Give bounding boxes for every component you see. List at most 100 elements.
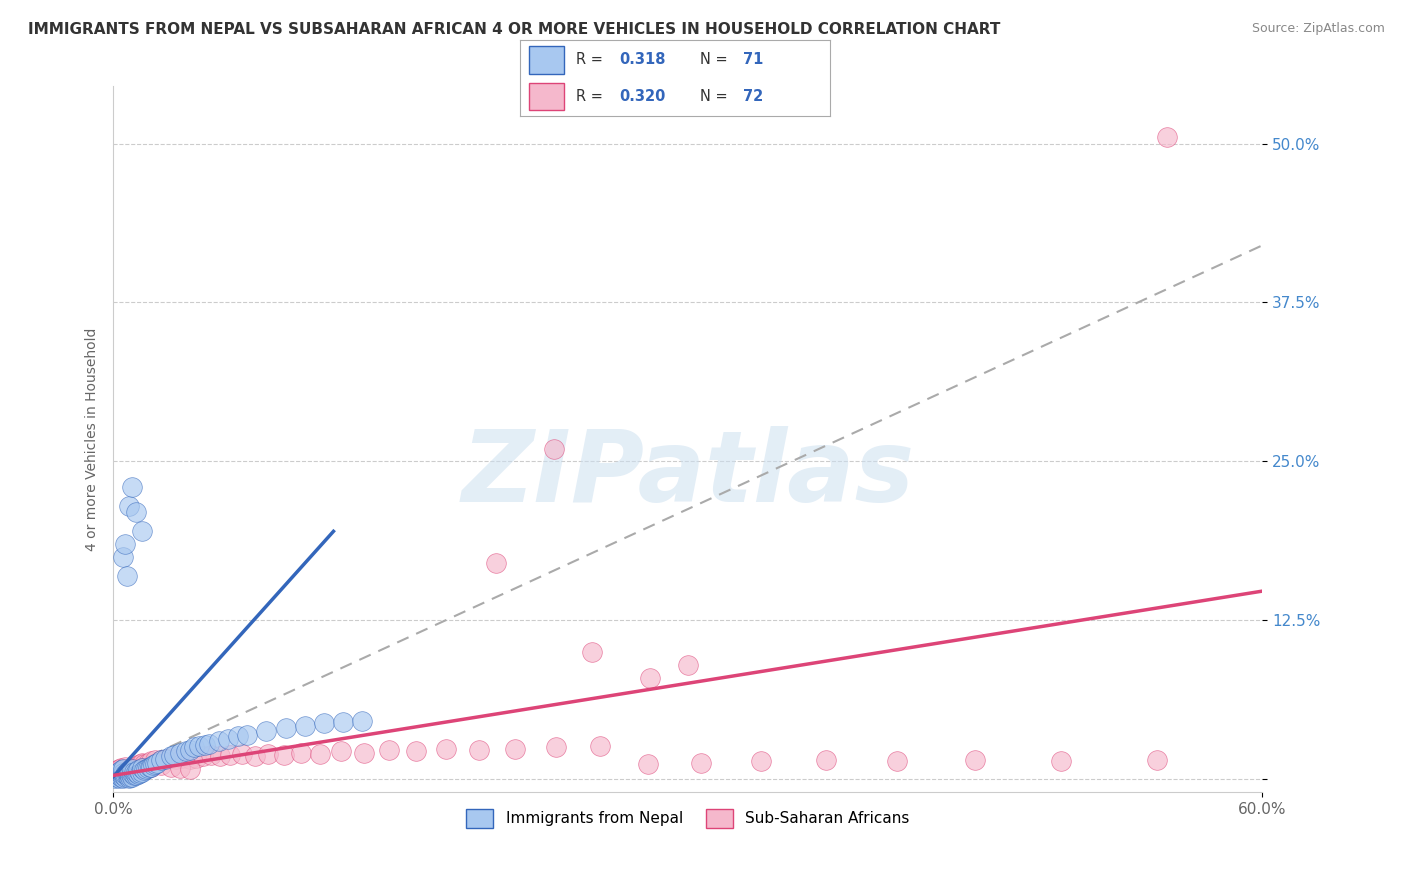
Y-axis label: 4 or more Vehicles in Household: 4 or more Vehicles in Household <box>86 327 100 551</box>
Point <box>114 767 136 781</box>
Point <box>132 764 155 778</box>
Point <box>159 750 181 764</box>
Point <box>117 771 139 785</box>
Point <box>207 734 229 748</box>
Point <box>352 714 374 728</box>
Point <box>127 764 149 778</box>
Point <box>146 756 169 770</box>
Point <box>110 770 132 784</box>
Point <box>121 765 143 780</box>
Point <box>120 765 142 780</box>
Point <box>184 750 207 764</box>
Point <box>132 756 155 771</box>
Point <box>104 768 127 782</box>
Point <box>115 764 138 779</box>
Point <box>156 752 179 766</box>
Point <box>690 756 713 770</box>
Point <box>330 744 353 758</box>
Text: IMMIGRANTS FROM NEPAL VS SUBSAHARAN AFRICAN 4 OR MORE VEHICLES IN HOUSEHOLD CORR: IMMIGRANTS FROM NEPAL VS SUBSAHARAN AFRI… <box>28 22 1001 37</box>
Point <box>290 746 312 760</box>
Point <box>143 756 166 771</box>
Point <box>294 719 316 733</box>
Point <box>159 759 181 773</box>
Point <box>179 762 201 776</box>
Point <box>219 748 242 763</box>
Point <box>131 761 153 775</box>
Point <box>110 761 132 775</box>
Point <box>105 770 128 784</box>
Point <box>353 746 375 760</box>
Point <box>231 747 253 761</box>
Point <box>108 771 131 785</box>
Legend: Immigrants from Nepal, Sub-Saharan Africans: Immigrants from Nepal, Sub-Saharan Afric… <box>460 803 915 834</box>
Point <box>120 764 142 778</box>
Point <box>236 728 259 742</box>
Point <box>1050 755 1073 769</box>
Point <box>312 716 335 731</box>
Point <box>111 762 134 776</box>
Point <box>378 743 401 757</box>
Point <box>115 765 138 780</box>
Point <box>121 762 143 776</box>
Point <box>172 750 194 764</box>
Point <box>274 722 297 736</box>
Point <box>117 499 139 513</box>
Point <box>637 756 659 771</box>
Point <box>136 761 159 775</box>
Point <box>105 765 128 780</box>
Point <box>114 759 136 773</box>
Point <box>749 755 772 769</box>
Point <box>117 767 139 781</box>
Point <box>127 767 149 781</box>
Point <box>485 556 508 570</box>
Text: N =: N = <box>700 88 727 103</box>
Point <box>254 723 277 738</box>
Point <box>243 749 266 764</box>
Point <box>193 749 215 764</box>
Point <box>110 767 132 781</box>
Point <box>114 767 136 781</box>
Point <box>141 759 163 773</box>
Text: R =: R = <box>576 53 603 68</box>
Point <box>122 761 145 775</box>
Point <box>332 714 354 729</box>
Point <box>1156 130 1178 145</box>
Point <box>150 753 173 767</box>
Point <box>209 749 232 764</box>
Point <box>142 758 165 772</box>
Point <box>965 753 987 767</box>
Point <box>120 770 142 784</box>
Point <box>125 764 148 779</box>
Point <box>179 752 201 766</box>
Point <box>114 770 136 784</box>
Point <box>108 768 131 782</box>
Point <box>589 739 612 754</box>
Point <box>886 755 908 769</box>
Point <box>125 759 148 773</box>
Point <box>125 768 148 782</box>
Point <box>121 762 143 776</box>
Point <box>108 762 131 776</box>
Point <box>217 731 239 746</box>
Point <box>111 768 134 782</box>
Point <box>405 744 427 758</box>
Point <box>131 524 153 539</box>
Point <box>505 741 527 756</box>
Point <box>814 753 837 767</box>
Text: ZIPatlas: ZIPatlas <box>461 426 914 523</box>
Point <box>150 758 173 772</box>
Point <box>581 645 603 659</box>
Text: Source: ZipAtlas.com: Source: ZipAtlas.com <box>1251 22 1385 36</box>
Point <box>543 442 565 456</box>
Point <box>121 762 143 776</box>
Point <box>131 756 153 770</box>
Point <box>129 756 152 771</box>
Point <box>135 762 157 776</box>
Point <box>117 764 139 779</box>
Point <box>108 768 131 782</box>
Point <box>111 768 134 782</box>
Point <box>111 765 134 780</box>
Point <box>121 770 143 784</box>
Point <box>273 748 295 763</box>
Text: R =: R = <box>576 88 603 103</box>
